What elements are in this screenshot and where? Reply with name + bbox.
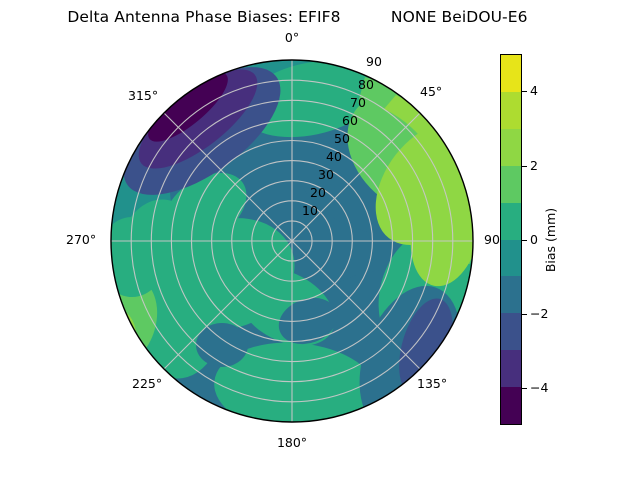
colorbar-tick-mark-0 [522, 240, 527, 241]
polar-outer-spine [110, 59, 474, 423]
colorbar-tick-label-4: 4 [530, 82, 538, 98]
colorbar-band-7 [501, 128, 521, 166]
colorbar-band-9 [501, 55, 521, 92]
theta-tick-225: 225° [132, 376, 163, 391]
theta-tick-315: 315° [128, 88, 159, 103]
colorbar-band-6 [501, 165, 521, 203]
r-tick-60: 60 [342, 113, 358, 128]
colorbar-band-3 [501, 276, 521, 314]
contour-band-mild-positive-nw [163, 172, 247, 246]
contour-band-negative-4 [148, 72, 228, 142]
theta-tick-45: 45° [420, 84, 443, 99]
r-tick-10: 10 [302, 203, 318, 218]
colorbar-tick-mark-neg4 [522, 388, 527, 389]
colorbar[interactable]: 4 2 0 −2 −4 [500, 54, 548, 425]
colorbar-tick-label-neg2: −2 [530, 305, 549, 321]
grid-spoke-45-225 [163, 112, 421, 370]
contour-band-mild-positive-s [214, 342, 378, 422]
contour-band-pocket-s [278, 297, 338, 345]
colorbar-band-8 [501, 91, 521, 129]
r-tick-50: 50 [334, 131, 350, 146]
colorbar-tick-mark-neg2 [522, 314, 527, 315]
contour-band-pocket-sw [196, 323, 248, 367]
theta-tick-135: 135° [417, 376, 448, 391]
colorbar-band-4 [501, 239, 521, 277]
r-tick-90: 90 [366, 54, 382, 69]
theta-tick-0: 0° [284, 30, 300, 45]
colorbar-tick-label-neg4: −4 [530, 379, 549, 395]
colorbar-band-2 [501, 313, 521, 351]
colorbar-gradient[interactable] [500, 54, 522, 425]
theta-tick-180: 180° [276, 435, 308, 450]
page-title: Delta Antenna Phase Biases: EFIF8 NONE B… [67, 8, 528, 26]
colorbar-tick-label-0: 0 [530, 231, 538, 247]
theta-tick-270: 270° [66, 232, 97, 247]
r-tick-70: 70 [350, 95, 366, 110]
polar-grid [111, 60, 473, 422]
polar-plot-svg [110, 59, 474, 423]
colorbar-band-1 [501, 350, 521, 388]
polar-axes [110, 59, 474, 423]
colorbar-band-0 [501, 387, 521, 425]
colorbar-tick-mark-2 [522, 166, 527, 167]
contour-band-positive-3c [410, 171, 473, 287]
colorbar-band-5 [501, 202, 521, 240]
colorbar-tick-mark-4 [522, 91, 527, 92]
r-tick-40: 40 [326, 149, 342, 164]
colorbar-axis-label: Bias (mm) [542, 207, 558, 273]
colorbar-tick-label-2: 2 [530, 157, 538, 173]
r-tick-20: 20 [310, 185, 326, 200]
r-tick-80: 80 [358, 77, 374, 92]
r-tick-30: 30 [318, 167, 334, 182]
